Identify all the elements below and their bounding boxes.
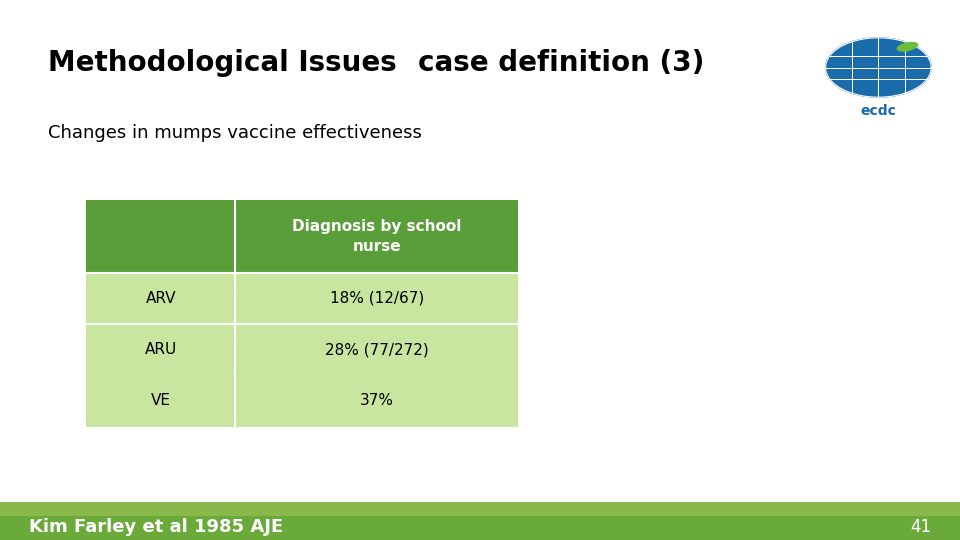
Bar: [0, 514, 960, 540]
Text: ARV: ARV: [146, 291, 176, 306]
FancyBboxPatch shape: [86, 200, 518, 273]
Text: Methodological Issues: Methodological Issues: [48, 49, 396, 77]
Text: ecdc: ecdc: [860, 104, 897, 118]
Ellipse shape: [897, 42, 919, 52]
Text: Changes in mumps vaccine effectiveness: Changes in mumps vaccine effectiveness: [48, 124, 421, 142]
Text: Kim Farley et al 1985 AJE: Kim Farley et al 1985 AJE: [29, 518, 283, 536]
FancyBboxPatch shape: [86, 375, 518, 427]
Text: Diagnosis by school
nurse: Diagnosis by school nurse: [292, 219, 462, 254]
FancyBboxPatch shape: [86, 324, 518, 375]
Circle shape: [826, 38, 931, 97]
Bar: [0, 502, 960, 516]
Text: case definition (3): case definition (3): [418, 49, 704, 77]
FancyBboxPatch shape: [86, 273, 518, 324]
Text: 37%: 37%: [360, 394, 394, 408]
Text: 41: 41: [910, 518, 931, 536]
Text: 18% (12/67): 18% (12/67): [329, 291, 424, 306]
Text: ARU: ARU: [145, 342, 177, 357]
Text: 28% (77/272): 28% (77/272): [324, 342, 429, 357]
Text: VE: VE: [151, 394, 171, 408]
